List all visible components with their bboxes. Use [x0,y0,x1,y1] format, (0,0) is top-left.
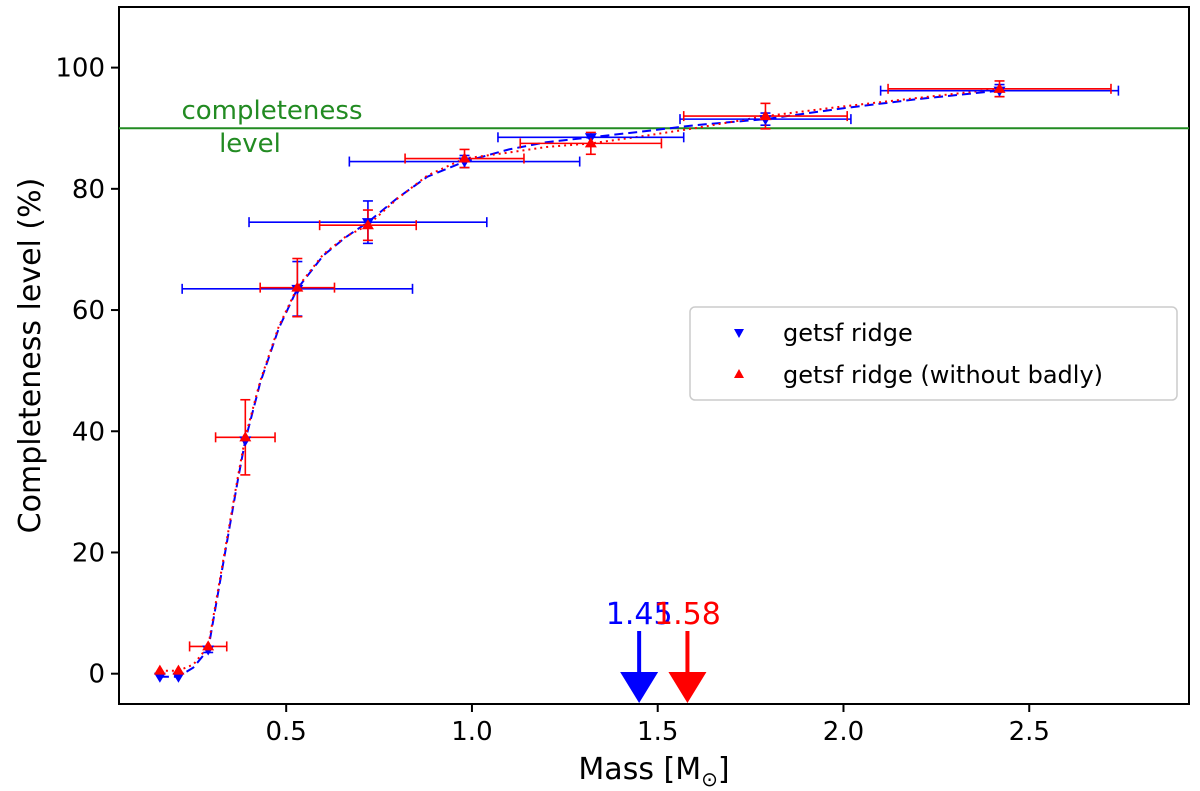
threshold-arrow-head-getsf-ridge-without-badly [668,672,707,703]
y-tick-label: 60 [72,296,105,326]
plot-frame [118,6,1190,705]
marker-getsf-ridge-without-badly [239,431,252,442]
legend-marker-getsf-ridge-without-badly [734,369,744,378]
marker-getsf-ridge-without-badly [458,152,471,163]
legend-label-getsf-ridge-without-badly: getsf ridge (without badly) [783,361,1103,389]
curve-getsf-ridge-without-badly [159,87,1000,672]
x-tick-label: 1.0 [451,717,492,747]
x-axis-title-close: ] [718,752,730,787]
x-axis-title: Mass [M⊙] [578,752,729,791]
completeness-label-line1: completeness [181,96,362,126]
legend: getsf ridge getsf ridge (without badly) [689,306,1178,401]
legend-box [689,306,1178,401]
x-axis: 0.5 1.0 1.5 2.0 2.5 [266,704,1050,747]
completeness-label-line2: level [219,129,281,159]
marker-getsf-ridge-without-badly [291,281,304,292]
marker-getsf-ridge [172,672,185,683]
marker-getsf-ridge-without-badly [584,137,597,148]
y-tick-label: 80 [72,175,105,205]
completeness-reference: completeness level [119,96,1189,159]
marker-getsf-ridge-without-badly [172,664,185,675]
x-tick-label: 2.5 [1009,717,1050,747]
marker-getsf-ridge-without-badly [759,110,772,121]
marker-getsf-ridge-without-badly [153,664,166,675]
x-tick-label: 1.5 [637,717,678,747]
y-axis-title: Completeness level (%) [13,178,48,534]
marker-getsf-ridge-without-badly [202,640,215,651]
y-tick-label: 0 [88,660,105,690]
legend-label-getsf-ridge: getsf ridge [783,319,913,347]
y-tick-label: 100 [55,54,105,84]
y-axis: 0 20 40 60 80 100 [55,54,119,690]
x-axis-title-subscript: ⊙ [701,767,718,791]
marker-getsf-ridge-without-badly [361,219,374,230]
curve-getsf-ridge [159,89,1000,678]
y-tick-label: 20 [72,538,105,568]
fit-curves [159,87,1000,678]
legend-marker-getsf-ridge [734,329,744,338]
x-axis-title-main: Mass [M [578,752,701,787]
threshold-arrows: 1.451.58 [606,597,721,703]
marker-getsf-ridge [153,672,166,683]
x-tick-label: 2.0 [823,717,864,747]
x-tick-label: 0.5 [266,717,307,747]
data-markers [153,82,1006,683]
threshold-arrow-head-getsf-ridge [620,672,659,703]
threshold-label-getsf-ridge-without-badly: 1.58 [654,597,721,632]
marker-getsf-ridge-without-badly [993,82,1006,93]
y-tick-label: 40 [72,417,105,447]
threshold-label-getsf-ridge: 1.45 [606,597,673,632]
